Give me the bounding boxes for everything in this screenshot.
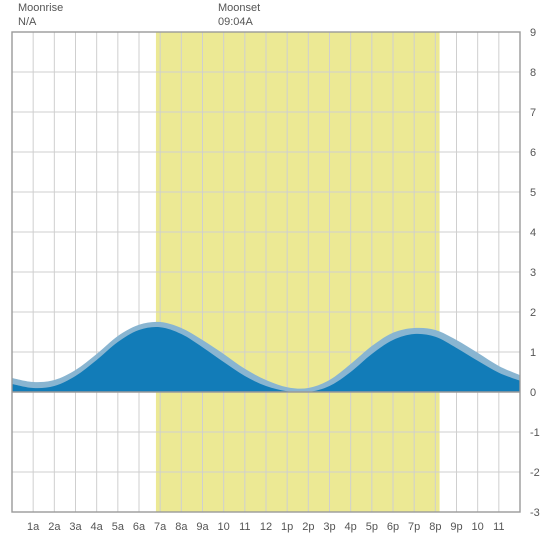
- y-tick-label: 6: [530, 147, 536, 159]
- moonrise-block: Moonrise N/A: [18, 2, 63, 30]
- y-tick-label: -3: [530, 507, 540, 519]
- x-tick-label: 4p: [345, 521, 357, 533]
- x-tick-label: 7a: [154, 521, 167, 533]
- moonrise-value: N/A: [18, 16, 63, 30]
- x-tick-label: 6a: [133, 521, 146, 533]
- x-tick-label: 1p: [281, 521, 293, 533]
- y-tick-label: -1: [530, 427, 540, 439]
- x-tick-label: 1a: [27, 521, 40, 533]
- x-tick-label: 8p: [429, 521, 441, 533]
- x-tick-label: 2a: [48, 521, 61, 533]
- moonset-block: Moonset 09:04A: [218, 2, 260, 30]
- x-tick-label: 4a: [91, 521, 104, 533]
- chart-svg: 1a2a3a4a5a6a7a8a9a1011121p2p3p4p5p6p7p8p…: [0, 0, 550, 550]
- moonset-value: 09:04A: [218, 16, 260, 30]
- y-tick-label: 0: [530, 387, 536, 399]
- x-tick-label: 10: [218, 521, 230, 533]
- tide-chart: Moonrise N/A Moonset 09:04A 1a 2a 3a 4a 5a 6a…: [0, 0, 550, 550]
- x-tick-label: 7p: [408, 521, 420, 533]
- y-tick-label: -2: [530, 467, 540, 479]
- moonset-label: Moonset: [218, 2, 260, 16]
- x-tick-label: 5p: [366, 521, 378, 533]
- x-tick-label: 10: [472, 521, 484, 533]
- y-tick-label: 8: [530, 67, 536, 79]
- x-tick-label: 9a: [196, 521, 209, 533]
- y-tick-label: 1: [530, 347, 536, 359]
- y-tick-label: 2: [530, 307, 536, 319]
- x-tick-label: 3a: [69, 521, 82, 533]
- x-tick-label: 5a: [112, 521, 125, 533]
- x-tick-label: 11: [493, 521, 504, 533]
- x-tick-label: 9p: [450, 521, 462, 533]
- y-tick-label: 3: [530, 267, 536, 279]
- y-tick-label: 4: [530, 227, 536, 239]
- y-tick-label: 9: [530, 27, 536, 39]
- y-tick-label: 7: [530, 107, 536, 119]
- x-tick-label: 2p: [302, 521, 314, 533]
- x-tick-label: 11: [239, 521, 250, 533]
- x-tick-label: 12: [260, 521, 272, 533]
- x-tick-label: 3p: [323, 521, 335, 533]
- y-tick-label: 5: [530, 187, 536, 199]
- x-tick-label: 8a: [175, 521, 188, 533]
- moonrise-label: Moonrise: [18, 2, 63, 16]
- x-tick-label: 6p: [387, 521, 399, 533]
